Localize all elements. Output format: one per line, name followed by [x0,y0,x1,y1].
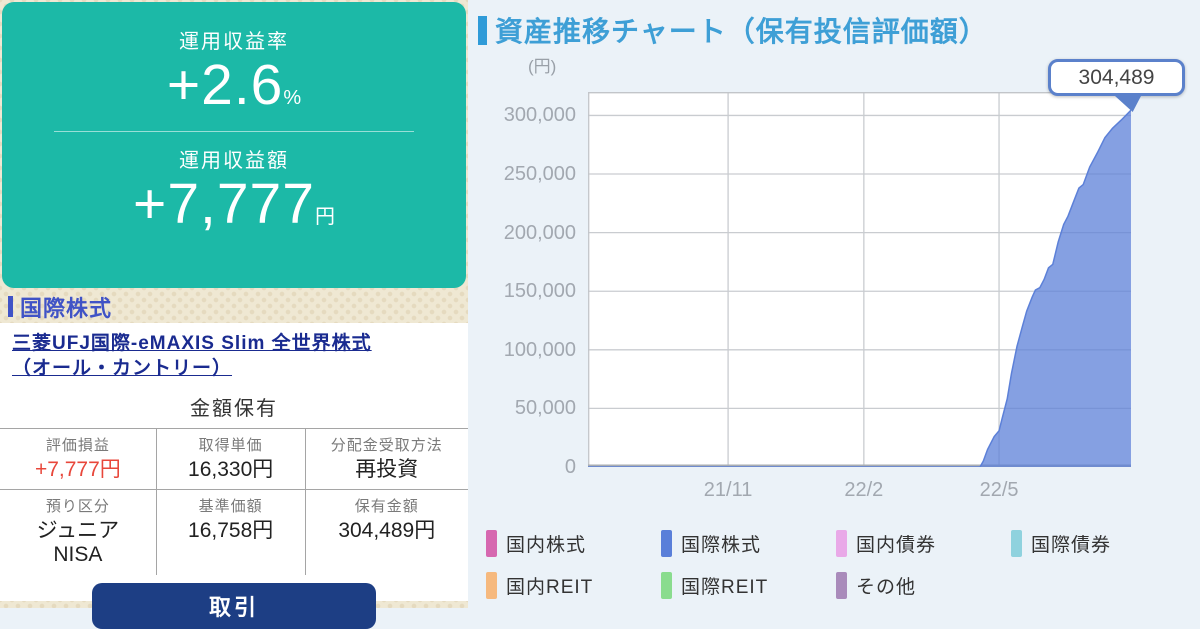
legend-item-label: 国内株式 [506,535,587,556]
legend-item: 国際債券 [1011,530,1186,557]
y-tick-label: 100,000 [503,338,576,361]
legend-item: 国内債券 [836,530,1011,557]
legend-item-label: 国内REIT [506,577,594,598]
y-tick-label: 300,000 [503,104,576,127]
legend-item: 国内REIT [486,572,661,599]
legend-swatch [486,572,497,599]
section-header-international-equity: 国際株式 [0,290,468,323]
fund-name-line1: 三菱UFJ国際-eMAXIS Slim 全世界株式 [12,333,372,354]
chart-title-row: 資産推移チャート（保有投信評価額） [478,10,988,50]
fund-table-cell-value: 16,758円 [188,519,274,543]
fund-table-cell-value: 再投資 [355,458,419,482]
return-rate-number: +2.6 [166,53,284,117]
legend-item-label: 国際債券 [1031,535,1112,556]
fund-detail-table: 評価損益 +7,777円 取得単価 16,330円 分配金受取方法 再投資 預り… [0,428,468,575]
area-series-国際株式 [588,110,1131,467]
x-tick-label: 21/11 [703,479,753,501]
account-summary-panel: 運用収益率 +2.6% 運用収益額 +7,777円 国際株式 三菱UFJ国際-e… [0,0,468,629]
trade-button[interactable]: 取引 [92,582,376,629]
y-tick-label: 150,000 [503,280,576,303]
fund-table-cell-label: 評価損益 [45,437,110,455]
chart-canvas [588,92,1131,467]
fund-table-cell-value: 304,489円 [338,519,436,543]
return-rate-value: +2.6% [2,54,466,117]
legend-item-label: その他 [856,577,917,598]
y-tick-label: 0 [564,456,576,478]
card-divider [54,130,414,132]
legend-item: 国際株式 [661,530,836,557]
section-header-bar [8,296,13,317]
return-amount-number: +7,777 [133,171,315,236]
fund-detail-card: 三菱UFJ国際-eMAXIS Slim 全世界株式 （オール・カントリー） 金額保… [0,323,468,629]
fund-table-cell-value: +7,777円 [34,458,121,482]
chart-title-bar [478,15,487,45]
return-amount-value: +7,777円 [2,171,466,236]
legend-item: 国内株式 [486,530,661,557]
y-axis-unit-label: (円) [528,57,557,76]
holding-type-label: 金額保有 [190,398,278,421]
section-header-label: 国際株式 [20,295,113,321]
asset-area-chart [588,92,1131,467]
legend-swatch [836,530,847,557]
fund-table-cell-label: 基準価額 [198,498,263,516]
return-amount-label: 運用収益額 [179,149,289,172]
y-tick-label: 250,000 [503,163,576,186]
legend-item-label: 国内債券 [856,535,937,556]
chart-endpoint-tooltip: 304,489 [1048,59,1185,96]
fund-table-cell: 預り区分 ジュニア NISA [0,490,157,575]
legend-swatch [661,530,672,557]
chart-legend: 国内株式 国際株式 国内債券 国際債券 国内REIT 国際REIT その他 [486,530,1186,599]
x-tick-label: 22/2 [844,479,884,501]
fund-table-cell: 分配金受取方法 再投資 [305,429,468,491]
fund-name-line2: （オール・カントリー） [12,358,233,380]
legend-swatch [486,530,497,557]
fund-table-cell-value: ジュニア NISA [36,519,120,567]
legend-item-label: 国際REIT [681,577,769,598]
fund-table-cell: 基準価額 16,758円 [157,490,306,575]
fund-table-cell-label: 保有金額 [354,498,419,516]
chart-title: 資産推移チャート（保有投信評価額） [495,16,988,47]
investment-return-card: 運用収益率 +2.6% 運用収益額 +7,777円 [2,2,466,288]
fund-table-cell: 評価損益 +7,777円 [0,429,157,491]
legend-swatch [661,572,672,599]
legend-item: その他 [836,572,1011,599]
return-amount-unit: 円 [314,205,335,228]
x-tick-label: 22/5 [979,479,1019,501]
legend-item-label: 国際株式 [681,535,762,556]
fund-table-cell-value: 16,330円 [188,458,274,482]
fund-name-link[interactable]: 三菱UFJ国際-eMAXIS Slim 全世界株式 （オール・カントリー） [0,323,468,381]
y-tick-label: 50,000 [514,397,576,420]
legend-item: 国際REIT [661,572,836,599]
fund-table-cell: 保有金額 304,489円 [306,490,468,574]
fund-table-cell-label: 分配金受取方法 [330,437,443,455]
legend-swatch [836,572,847,599]
asset-chart-panel: 資産推移チャート（保有投信評価額） (円) 0 50,000 100,000 150,… [468,0,1200,608]
area-series-line [588,109,1131,467]
y-tick-label: 200,000 [503,221,576,244]
fund-table-cell-label: 預り区分 [45,498,110,516]
fund-table-cell-label: 取得単価 [198,437,263,455]
legend-swatch [1011,530,1022,557]
return-rate-unit: % [283,87,302,109]
return-rate-label: 運用収益率 [179,31,289,53]
fund-table-cell: 取得単価 16,330円 [156,429,306,491]
